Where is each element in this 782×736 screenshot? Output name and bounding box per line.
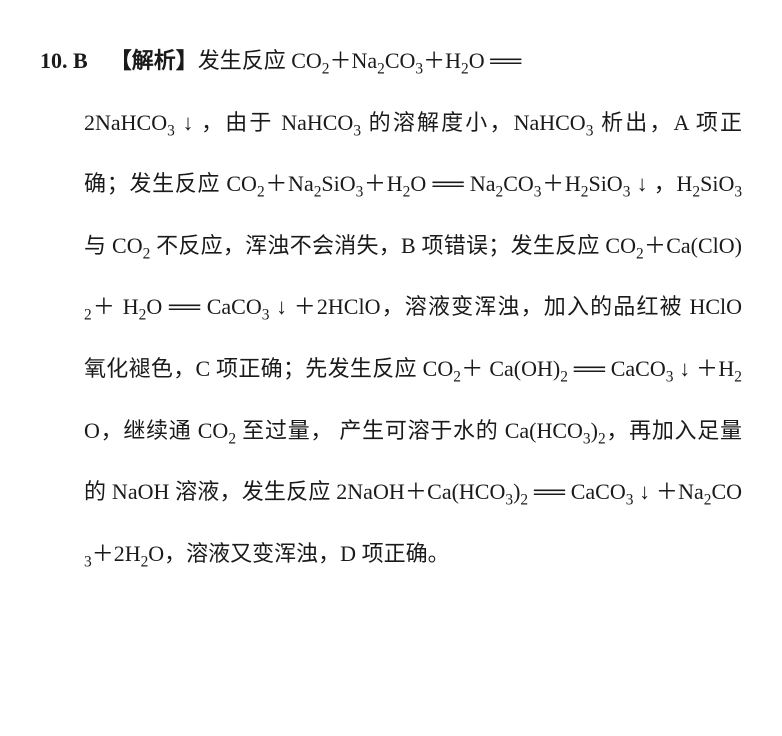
text: ＋H — [541, 171, 580, 196]
text: ＋Ca(ClO) — [644, 233, 742, 258]
text: ↓ ，H — [630, 171, 692, 196]
text: ↓ ＋H — [673, 356, 734, 381]
sub: 3 — [415, 60, 423, 77]
sub: 2 — [598, 430, 606, 447]
text: 2NaHCO — [84, 110, 167, 135]
text: ══ CaCO — [528, 479, 626, 504]
text: ══ CaCO — [568, 356, 666, 381]
sub: 2 — [520, 492, 528, 509]
text: ══ Na — [432, 171, 495, 196]
text: 产生可溶于水的 Ca(HCO — [339, 418, 583, 443]
solution-text: 10. B 【解析】发生反应 CO2＋Na2CO3＋H2O ══ 2NaHCO3… — [40, 30, 742, 584]
text: SiO — [588, 171, 622, 196]
sub: 2 — [560, 368, 568, 385]
text: 溶液，发生反应 2NaOH＋Ca(HCO — [175, 479, 505, 504]
text: 浊不会消失，B 项错误；发生反应 CO — [267, 233, 636, 258]
text: ) — [591, 418, 598, 443]
text: CO — [385, 48, 416, 73]
text: ＋2H — [92, 541, 141, 566]
text: ↓ — [633, 479, 650, 504]
text: ＋Na — [329, 48, 377, 73]
sub: 3 — [505, 492, 513, 509]
text: Ca(OH) — [489, 356, 560, 381]
text: O，继续通 CO — [84, 418, 228, 443]
sub: 2 — [377, 60, 385, 77]
sub: 3 — [84, 553, 92, 570]
sub: 2 — [84, 307, 92, 324]
text: 至过量， — [236, 418, 333, 443]
sub: 2 — [461, 60, 469, 77]
text: 发生反应 CO — [198, 48, 322, 73]
text: CO — [711, 479, 742, 504]
sub: 2 — [228, 430, 236, 447]
sub: 3 — [734, 184, 742, 201]
text: ＋ — [461, 356, 484, 381]
sub: 2 — [692, 184, 700, 201]
sub: 3 — [586, 122, 594, 139]
sub: 3 — [353, 122, 361, 139]
text: O，溶液又变浑浊，D 项正确。 — [148, 541, 449, 566]
text: ↓ ＋2HClO，溶液变浑浊，加入的品 — [269, 294, 636, 319]
text: O ══ — [469, 48, 522, 73]
analysis-heading: 【解析】 — [110, 48, 198, 73]
text: O — [410, 171, 426, 196]
text: SiO — [321, 171, 355, 196]
text: H — [123, 294, 139, 319]
text: O ══ CaCO — [146, 294, 261, 319]
sub: 2 — [453, 368, 461, 385]
text: ＋Na — [265, 171, 314, 196]
text: CO — [503, 171, 534, 196]
text: SiO — [700, 171, 734, 196]
text: 的溶解度小，NaHCO — [361, 110, 586, 135]
sub: 2 — [636, 245, 644, 262]
sub: 3 — [583, 430, 591, 447]
text: ＋H — [423, 48, 461, 73]
sub: 3 — [167, 122, 175, 139]
sub: 2 — [257, 184, 265, 201]
text: ＋Na — [656, 479, 704, 504]
text: 与 CO — [84, 233, 143, 258]
text: 不反应，浑 — [150, 233, 267, 258]
question-number: 10. B — [40, 48, 88, 73]
text: ＋ — [92, 294, 116, 319]
sub: 2 — [734, 368, 742, 385]
text: ＋H — [363, 171, 402, 196]
text: ↓ ，由于 NaHCO — [175, 110, 354, 135]
